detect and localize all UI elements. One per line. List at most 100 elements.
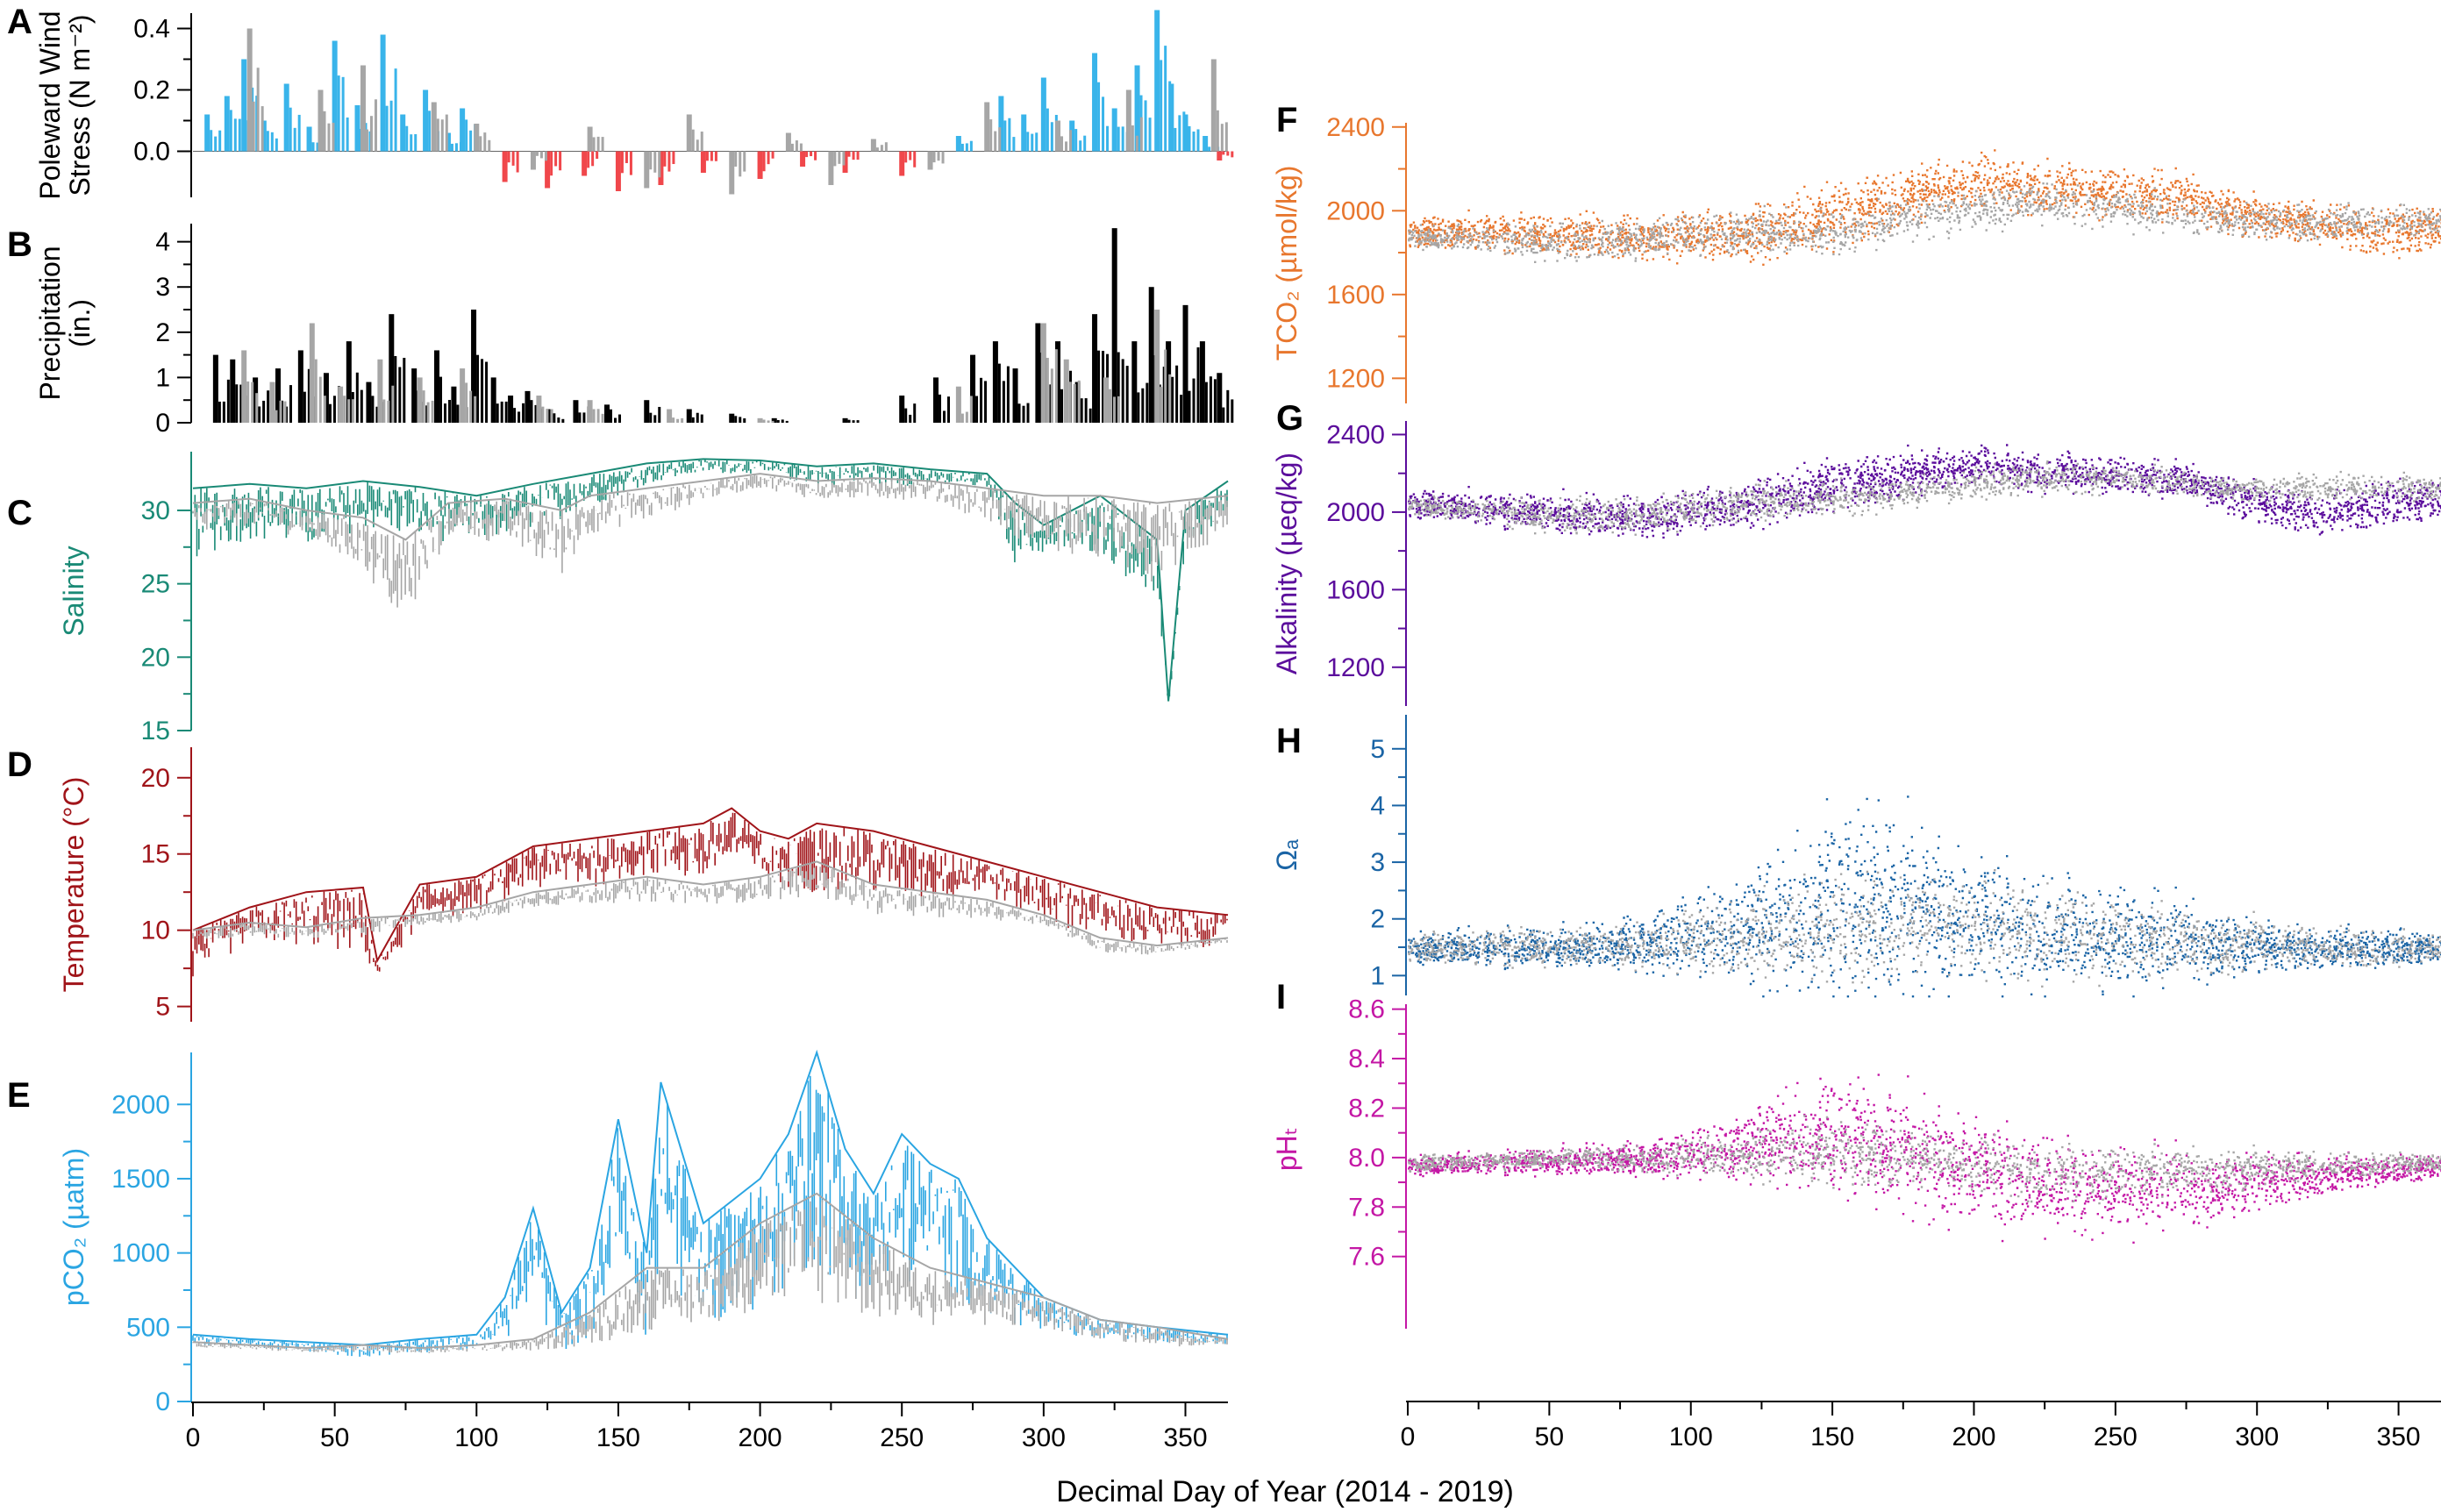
bar-B — [578, 412, 582, 423]
bar-A — [306, 126, 312, 152]
bar-B — [403, 358, 406, 423]
bar-A — [1060, 136, 1064, 152]
bar-B — [431, 400, 434, 423]
bar-A — [539, 151, 543, 159]
bar-A — [800, 151, 806, 167]
x-tick-label: 100 — [1669, 1423, 1713, 1451]
bar-A — [204, 114, 211, 152]
y-tick-label-H: 5 — [1370, 735, 1385, 764]
scatter-points-I-highlighted-year — [1408, 1073, 2441, 1244]
bar-B — [734, 416, 738, 423]
y-tick-label-E: 500 — [126, 1313, 170, 1342]
bar-B — [904, 408, 908, 423]
bar-B — [1097, 350, 1101, 423]
bar-A — [1210, 59, 1217, 152]
y-axis-title-I: pHₜ — [1271, 1127, 1303, 1171]
bar-B — [1213, 379, 1217, 423]
bar-A — [341, 76, 345, 152]
bar-A — [238, 118, 241, 152]
bar-A — [838, 151, 841, 164]
bar-B — [1012, 368, 1018, 423]
y-tick-label-C: 25 — [141, 570, 170, 599]
panel-letter-B: B — [7, 225, 32, 264]
bar-B — [235, 384, 239, 423]
bar-B — [1222, 407, 1225, 423]
bar-A — [658, 151, 661, 178]
bar-A — [337, 75, 340, 152]
bar-B — [984, 381, 988, 423]
x-tick-label: 150 — [596, 1423, 640, 1452]
bar-B — [456, 404, 460, 423]
y-axis-title-A: Poleward WindStress (N m⁻²) — [34, 11, 96, 199]
bar-B — [847, 419, 851, 423]
bar-A — [229, 110, 232, 152]
bar-A — [323, 111, 326, 152]
y-axis-title-D: Temperature (°C) — [58, 777, 89, 993]
x-tick-label: 300 — [1022, 1423, 1066, 1452]
bar-A — [913, 151, 917, 168]
bar-B — [1035, 323, 1041, 423]
bar-B — [980, 377, 983, 423]
series-line-E — [192, 1049, 1229, 1346]
bar-B — [1026, 403, 1030, 423]
y-tick-label-F: 2000 — [1326, 196, 1385, 225]
y-tick-label-A: 0.0 — [133, 138, 170, 167]
bar-B — [601, 413, 604, 423]
bar-B — [1084, 398, 1088, 423]
bar-A — [601, 137, 604, 152]
bar-A — [1182, 114, 1188, 152]
y-tick-label-A: 0.4 — [133, 15, 170, 44]
bar-A — [224, 96, 230, 152]
y-tick-label-B: 1 — [155, 363, 170, 392]
bar-B — [485, 361, 489, 423]
bar-A — [994, 131, 997, 152]
bar-A — [1192, 131, 1196, 152]
scatter-points-G-other-years — [1408, 460, 2441, 536]
bar-A — [1092, 53, 1098, 152]
bar-A — [535, 151, 539, 156]
bar-B — [1146, 382, 1149, 423]
bar-A — [369, 116, 373, 152]
bar-A — [1220, 124, 1224, 152]
bar-B — [781, 419, 784, 423]
bar-B — [649, 412, 653, 423]
bar-A — [261, 106, 264, 152]
bar-B — [771, 417, 777, 423]
x-axis-title: Decimal Day of Year (2014 - 2019) — [1056, 1475, 1514, 1508]
y-tick-label-C: 15 — [141, 717, 170, 745]
bar-B — [389, 314, 395, 423]
bar-A — [1208, 146, 1211, 152]
bar-B — [218, 401, 221, 423]
bar-B — [426, 402, 430, 423]
scatter-points-F-other-years — [1408, 182, 2441, 263]
y-axis-title-line: pHₜ — [1271, 1127, 1303, 1171]
panel-letter-G: G — [1276, 399, 1303, 438]
bar-A — [1074, 129, 1078, 152]
bar-A — [1121, 126, 1124, 152]
bar-A — [615, 151, 621, 191]
panel-I: I 7.6 7.8 8.0 8.2 8.4 8.6 pHₜ 0 50 100 150 200 250 300… — [1271, 978, 2441, 1451]
panel-C: C 15 20 25 30 Salinity — [7, 452, 1229, 745]
y-tick-label-I: 8.6 — [1348, 995, 1385, 1024]
bar-B — [681, 417, 684, 423]
bar-A — [544, 151, 547, 161]
bar-A — [1196, 129, 1200, 152]
bar-A — [316, 142, 319, 152]
panel-letter-C: C — [7, 494, 32, 532]
bar-B — [1055, 341, 1061, 423]
bar-B — [604, 404, 610, 423]
bar-A — [629, 151, 632, 175]
y-tick-label-H: 4 — [1370, 791, 1385, 820]
bar-A — [927, 151, 933, 170]
y-tick-label-C: 30 — [141, 496, 170, 525]
bar-A — [998, 127, 1002, 152]
bar-B — [500, 401, 503, 423]
y-tick-label-D: 5 — [155, 993, 170, 1022]
bar-B — [1111, 228, 1117, 423]
bar-B — [525, 390, 531, 423]
y-axis-title-H: Ωₐ — [1271, 838, 1303, 871]
bar-A — [210, 130, 213, 152]
bar-B — [253, 377, 259, 423]
bar-A — [805, 151, 809, 158]
bar-B — [546, 409, 549, 423]
